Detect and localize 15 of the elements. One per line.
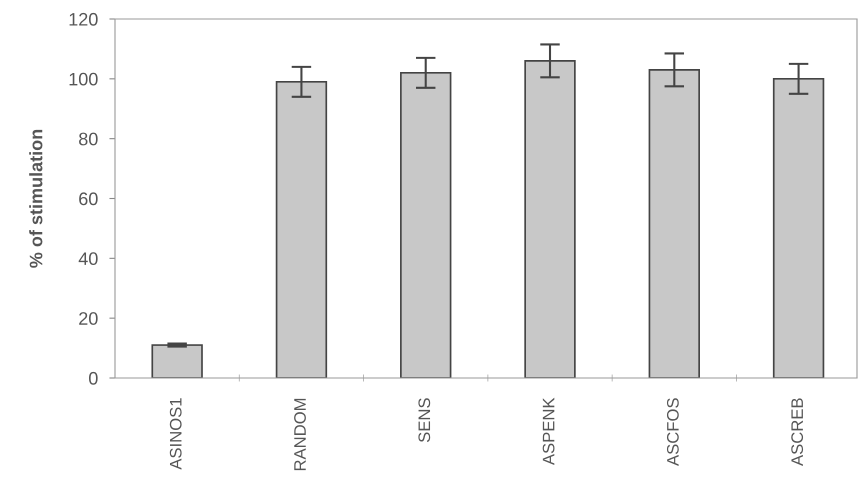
y-tick-label: 60 [79, 192, 98, 206]
y-tick-label: 100 [70, 72, 98, 86]
x-tick-label: ASCREB [791, 398, 804, 466]
bar [151, 344, 203, 378]
y-tick-label: 20 [79, 312, 98, 325]
x-tick-label: RANDOM [294, 398, 306, 470]
y-tick-label: 120 [70, 12, 98, 26]
x-tick-label: ASPENK [542, 398, 554, 466]
x-tick-label: ASCFOS [666, 398, 679, 466]
y-tick-label: 0 [89, 372, 98, 385]
y-tick-label: 40 [78, 252, 98, 266]
x-tick-label: ASINOS1 [170, 398, 182, 470]
y-tick-label: 80 [79, 132, 98, 146]
x-tick-label: SENS [418, 398, 430, 442]
y-axis-title: % of stimulation [29, 130, 42, 268]
